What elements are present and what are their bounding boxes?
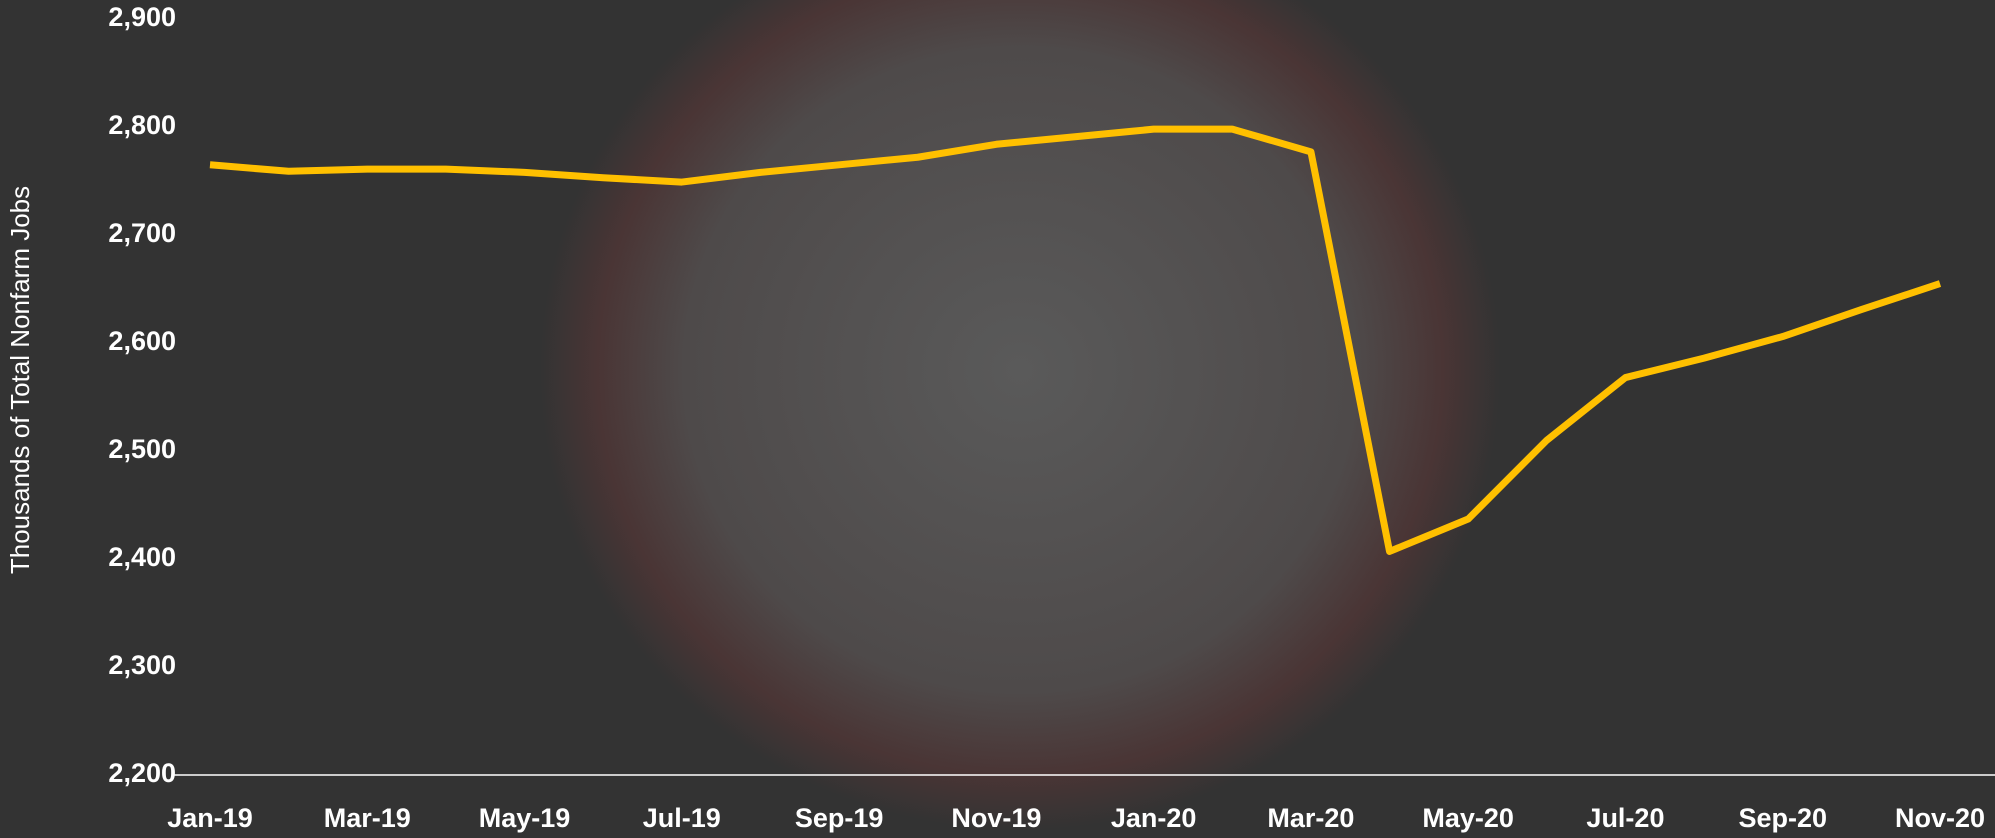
y-axis-title: Thousands of Total Nonfarm Jobs <box>5 186 35 574</box>
x-tick-label: Jul-19 <box>643 803 721 833</box>
y-tick-label: 2,600 <box>108 326 176 356</box>
y-tick-label: 2,500 <box>108 434 176 464</box>
x-tick-label: Jan-19 <box>167 803 253 833</box>
y-tick-label: 2,200 <box>108 758 176 788</box>
x-tick-label: Sep-20 <box>1738 803 1827 833</box>
line-series <box>209 125 1942 555</box>
x-tick-label: May-19 <box>479 803 571 833</box>
y-tick-label: 2,700 <box>108 218 176 248</box>
x-tick-label: May-20 <box>1422 803 1514 833</box>
x-tick-label: Sep-19 <box>795 803 884 833</box>
y-tick-label: 2,400 <box>108 542 176 572</box>
x-tick-label: Mar-20 <box>1267 803 1354 833</box>
y-tick-label: 2,800 <box>108 110 176 140</box>
x-tick-label: Jan-20 <box>1111 803 1197 833</box>
background-image <box>540 0 1500 830</box>
x-tick-label: Jul-20 <box>1586 803 1664 833</box>
x-tick-label: Nov-19 <box>951 803 1041 833</box>
y-tick-label: 2,900 <box>108 2 176 32</box>
x-tick-label: Mar-19 <box>324 803 411 833</box>
y-tick-label: 2,300 <box>108 650 176 680</box>
x-tick-label: Nov-20 <box>1895 803 1985 833</box>
